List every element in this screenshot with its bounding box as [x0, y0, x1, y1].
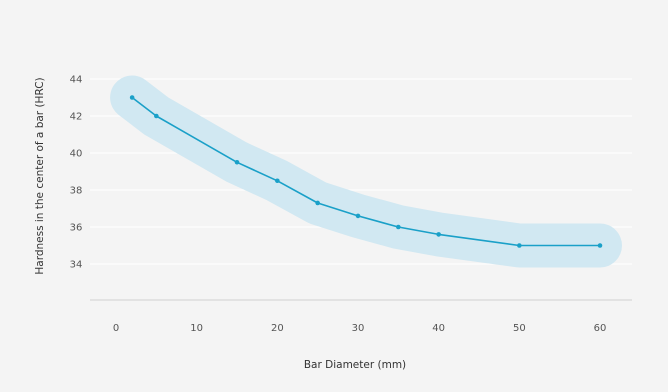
- y-tick-label: 36: [70, 223, 83, 234]
- data-point: [517, 243, 522, 248]
- data-point: [154, 113, 159, 119]
- data-point: [597, 243, 603, 248]
- data-point: [129, 95, 135, 100]
- band-path: [110, 75, 622, 268]
- x-tick-label: 50: [513, 323, 526, 334]
- x-tick-label: 30: [352, 323, 365, 334]
- y-tick-label: 34: [70, 260, 83, 271]
- y-tick-label: 40: [70, 149, 83, 160]
- data-point: [275, 178, 280, 184]
- data-point: [355, 213, 361, 219]
- data-point: [315, 200, 320, 206]
- x-tick-label: 40: [432, 323, 445, 334]
- data-points: [129, 95, 603, 248]
- data-point: [396, 224, 401, 230]
- y-tick-label: 42: [70, 112, 83, 123]
- x-axis-label: Bar Diameter (mm): [304, 359, 406, 371]
- confidence-band: [110, 75, 622, 268]
- data-point: [436, 232, 441, 237]
- x-tick-label: 0: [113, 323, 119, 334]
- y-tick-label: 38: [70, 186, 83, 197]
- data-point: [234, 159, 240, 165]
- x-tick-label: 60: [594, 323, 607, 334]
- series-line-path: [131, 96, 600, 247]
- x-tick-label: 10: [190, 323, 203, 334]
- x-tick-labels: 0 10 20 30 40 50 60: [113, 323, 607, 334]
- y-tick-labels: 34 36 38 40 42 44: [70, 75, 83, 271]
- x-tick-label: 20: [271, 323, 284, 334]
- y-axis-label: Hardness in the center of a bar (HRC): [34, 77, 46, 274]
- y-tick-label: 44: [70, 75, 83, 86]
- series-line: [131, 96, 600, 247]
